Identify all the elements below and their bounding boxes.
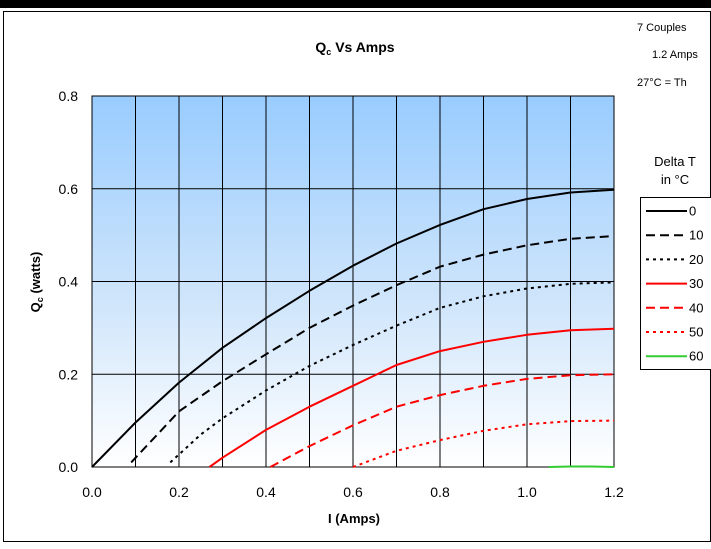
y-tick-label: 0.4 <box>59 274 79 290</box>
note-temperature: 27°C = Th <box>637 77 687 89</box>
legend-label-20: 20 <box>689 252 703 267</box>
legend-label-60: 60 <box>689 349 703 364</box>
chart-title: Qc Vs Amps <box>315 39 394 57</box>
x-tick-label: 0.8 <box>430 484 450 500</box>
y-tick-label: 0.2 <box>59 366 79 382</box>
x-tick-label: 1.0 <box>517 484 537 500</box>
top-border-bar <box>0 0 711 8</box>
legend-title-line1: Delta T <box>654 154 696 169</box>
y-axis-label: Qc (watts) <box>28 252 45 313</box>
legend-label-30: 30 <box>689 276 703 291</box>
y-tick-label: 0.0 <box>59 459 79 475</box>
legend-label-50: 50 <box>689 325 703 340</box>
x-tick-label: 0.2 <box>169 484 189 500</box>
y-tick-label: 0.6 <box>59 181 79 197</box>
x-tick-label: 0.0 <box>82 484 102 500</box>
series-line-60 <box>549 467 614 468</box>
note-amps: 1.2 Amps <box>652 49 698 61</box>
x-tick-label: 0.4 <box>256 484 276 500</box>
y-tick-label: 0.8 <box>59 88 79 104</box>
x-tick-label: 1.2 <box>604 484 624 500</box>
legend-label-0: 0 <box>689 204 696 219</box>
legend-label-40: 40 <box>689 300 703 315</box>
note-couples: 7 Couples <box>637 22 687 34</box>
x-axis-label: I (Amps) <box>328 511 380 526</box>
legend-label-10: 10 <box>689 228 703 243</box>
x-tick-label: 0.6 <box>343 484 363 500</box>
legend-title-line2: in °C <box>661 172 689 187</box>
